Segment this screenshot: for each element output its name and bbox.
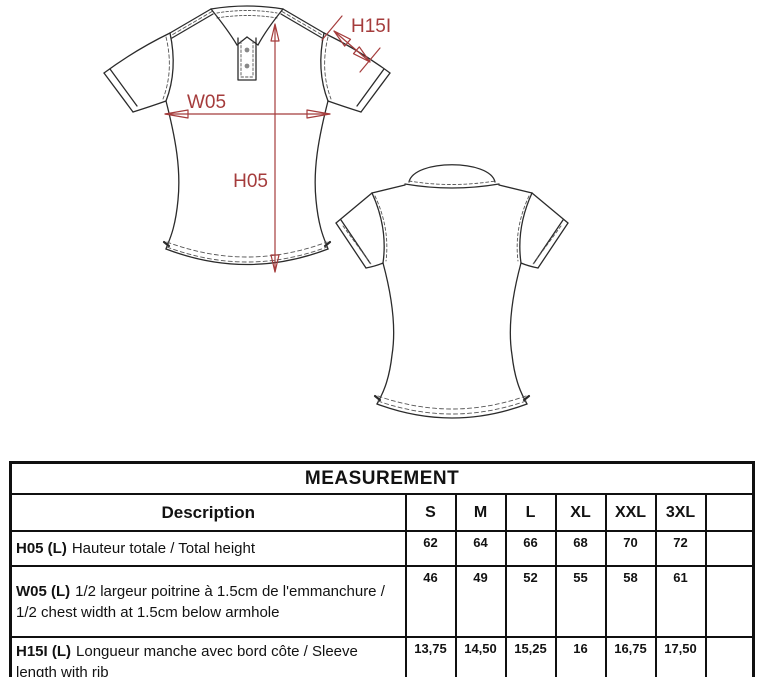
measure-description: 1/2 largeur poitrine à 1.5cm de l'emmanc… (16, 582, 385, 621)
polo-technical-drawing: H05 W05 H15I (103, 5, 569, 419)
w05-dimension-arrow (164, 109, 331, 119)
value-cell: 17,50 (654, 636, 707, 677)
value-cell-empty (704, 530, 755, 567)
arrowhead-upleft (333, 30, 352, 47)
front-collar (210, 5, 284, 46)
measure-code: H15I (L) (16, 643, 72, 660)
value-cell: 72 (654, 530, 707, 567)
table-row-h05: H05 (L) Hauteur totale / Total height 62 … (9, 530, 755, 567)
front-right-sleeve (320, 32, 391, 113)
row-description: W05 (L) 1/2 largeur poitrine à 1.5cm de l… (9, 565, 407, 638)
table-title: MEASUREMENT (9, 461, 755, 495)
column-header-size-l: L (504, 493, 557, 532)
measure-description: Hauteur totale / Total height (71, 540, 256, 557)
table-header-row: Description S M L XL XXL 3XL (9, 493, 755, 532)
row-description: H05 (L) Hauteur totale / Total height (9, 530, 407, 567)
button (244, 63, 250, 69)
button (244, 47, 250, 53)
front-left-sleeve (103, 32, 174, 113)
front-body (162, 100, 332, 266)
column-header-size-xxl: XXL (604, 493, 657, 532)
front-shoulder-seams (169, 8, 325, 39)
value-cell: 49 (454, 565, 507, 638)
table-row-w05: W05 (L) 1/2 largeur poitrine à 1.5cm de l… (9, 565, 755, 638)
value-cell: 61 (654, 565, 707, 638)
h05-dimension-arrow (270, 23, 280, 273)
value-cell: 16 (554, 636, 607, 677)
h15i-label: H15I (351, 16, 391, 37)
table-title-row: MEASUREMENT (9, 461, 755, 495)
row-description: H15I (L) Longueur manche avec bord côte /… (9, 636, 407, 677)
back-right-sleeve (516, 192, 569, 269)
table-row-h15i: H15I (L) Longueur manche avec bord côte /… (9, 636, 755, 677)
column-header-description: Description (9, 493, 407, 532)
polo-back-view (335, 164, 569, 419)
arrowhead-left (164, 109, 189, 119)
column-header-size-s: S (404, 493, 457, 532)
value-cell: 14,50 (454, 636, 507, 677)
value-cell: 64 (454, 530, 507, 567)
measure-code: W05 (L) (16, 582, 71, 600)
value-cell: 52 (504, 565, 557, 638)
back-body (373, 262, 531, 419)
measure-description: Longueur manche avec bord côte / Sleeve … (16, 643, 358, 677)
value-cell: 68 (554, 530, 607, 567)
arrowhead-downright (352, 46, 371, 63)
arrowhead-down (270, 254, 280, 273)
front-placket (237, 37, 257, 81)
measurement-table: MEASUREMENT Description S M L XL XXL 3XL… (9, 461, 756, 677)
extension-tick (321, 15, 343, 41)
column-header-size-m: M (454, 493, 507, 532)
value-cell: 13,75 (404, 636, 457, 677)
measure-code: H05 (L) (16, 540, 67, 557)
w05-label: W05 (187, 92, 226, 113)
value-cell: 66 (504, 530, 557, 567)
back-collar (404, 164, 500, 189)
h15i-dimension-arrow (321, 15, 381, 73)
value-cell-empty (704, 636, 755, 677)
column-header-size-xl: XL (554, 493, 607, 532)
value-cell: 16,75 (604, 636, 657, 677)
value-cell: 55 (554, 565, 607, 638)
column-header-empty (704, 493, 755, 532)
value-cell: 58 (604, 565, 657, 638)
value-cell: 15,25 (504, 636, 557, 677)
value-cell: 62 (404, 530, 457, 567)
h05-label: H05 (233, 171, 268, 192)
dimension-annotations: H05 W05 H15I (164, 15, 391, 273)
back-left-sleeve (335, 192, 388, 269)
polo-front-view (103, 5, 391, 266)
arrowhead-right (306, 109, 331, 119)
arrowhead-up (270, 23, 280, 42)
extension-tick (359, 47, 381, 73)
value-cell: 46 (404, 565, 457, 638)
value-cell: 70 (604, 530, 657, 567)
back-shoulders (371, 184, 533, 194)
value-cell-empty (704, 565, 755, 638)
column-header-size-3xl: 3XL (654, 493, 707, 532)
